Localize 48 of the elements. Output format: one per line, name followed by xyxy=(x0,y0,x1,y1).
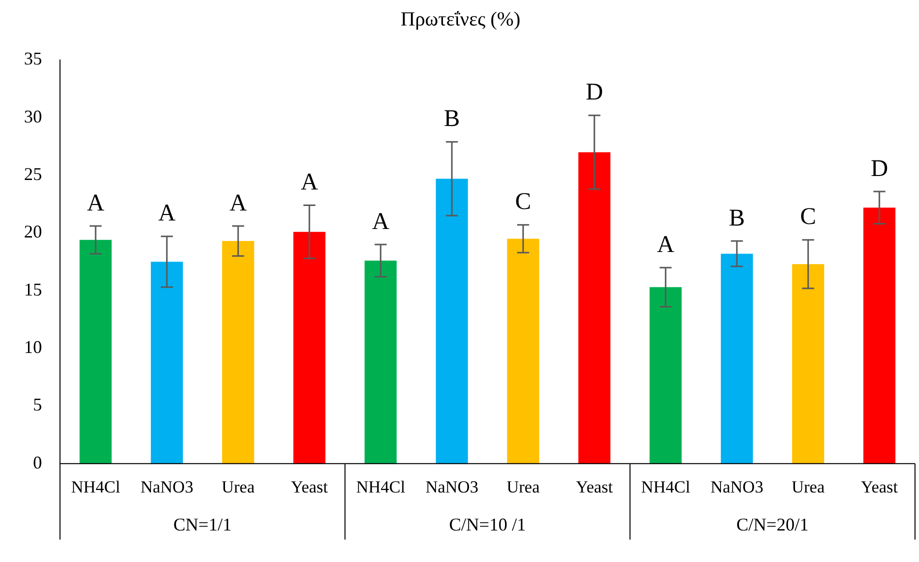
text: C/N=20/1 xyxy=(736,514,809,534)
x-tick-label: NaNO3 xyxy=(425,477,478,496)
data-label: A xyxy=(300,170,319,196)
text: C/N=10 /1 xyxy=(449,514,526,534)
y-tick-label: 0 xyxy=(33,452,42,472)
x-tick-label: Yeast xyxy=(576,477,614,496)
y-tick-label: 20 xyxy=(24,222,42,242)
data-label: A xyxy=(86,190,105,216)
y-tick-label: 30 xyxy=(24,106,42,126)
x-tick-label: Urea xyxy=(506,477,540,496)
data-label: A xyxy=(656,232,675,258)
bar xyxy=(578,152,610,464)
x-tick-label: NaNO3 xyxy=(710,477,764,496)
x-tick-label: Urea xyxy=(792,477,826,496)
x-tick-label: NaNO3 xyxy=(140,477,194,496)
bar xyxy=(222,241,254,464)
bar xyxy=(650,287,682,464)
x-tick-label: NH4Cl xyxy=(356,477,406,496)
data-label: A xyxy=(372,208,390,235)
data-label: C xyxy=(800,204,816,230)
x-tick-label: Yeast xyxy=(290,477,328,496)
y-tick-label: 10 xyxy=(24,337,42,358)
chart-title: Πρωτεΐνες (%) xyxy=(400,8,520,30)
bar xyxy=(436,178,468,464)
data-label: A xyxy=(158,200,176,227)
bar xyxy=(507,238,540,464)
y-tick-label: 35 xyxy=(24,48,42,69)
data-label: C xyxy=(515,189,532,216)
bar xyxy=(80,240,112,464)
x-tick-label: Yeast xyxy=(860,477,898,496)
y-tick-label: 15 xyxy=(24,279,42,300)
bar xyxy=(863,208,896,464)
data-label: A xyxy=(229,190,248,216)
data-label: D xyxy=(870,156,888,182)
bar xyxy=(293,232,326,464)
x-tick-label: NH4Cl xyxy=(641,477,690,496)
data-label: B xyxy=(444,106,460,132)
text: CN=1/1 xyxy=(173,514,232,534)
bar xyxy=(720,254,753,464)
y-tick-label: 25 xyxy=(24,164,42,184)
bar xyxy=(150,262,183,464)
x-tick-label: NH4Cl xyxy=(71,477,120,496)
bar xyxy=(364,260,397,464)
data-label: B xyxy=(728,205,745,232)
y-tick-label: 5 xyxy=(33,394,42,415)
data-label: D xyxy=(586,80,604,106)
x-tick-label: Urea xyxy=(222,477,256,496)
bar xyxy=(792,264,824,464)
